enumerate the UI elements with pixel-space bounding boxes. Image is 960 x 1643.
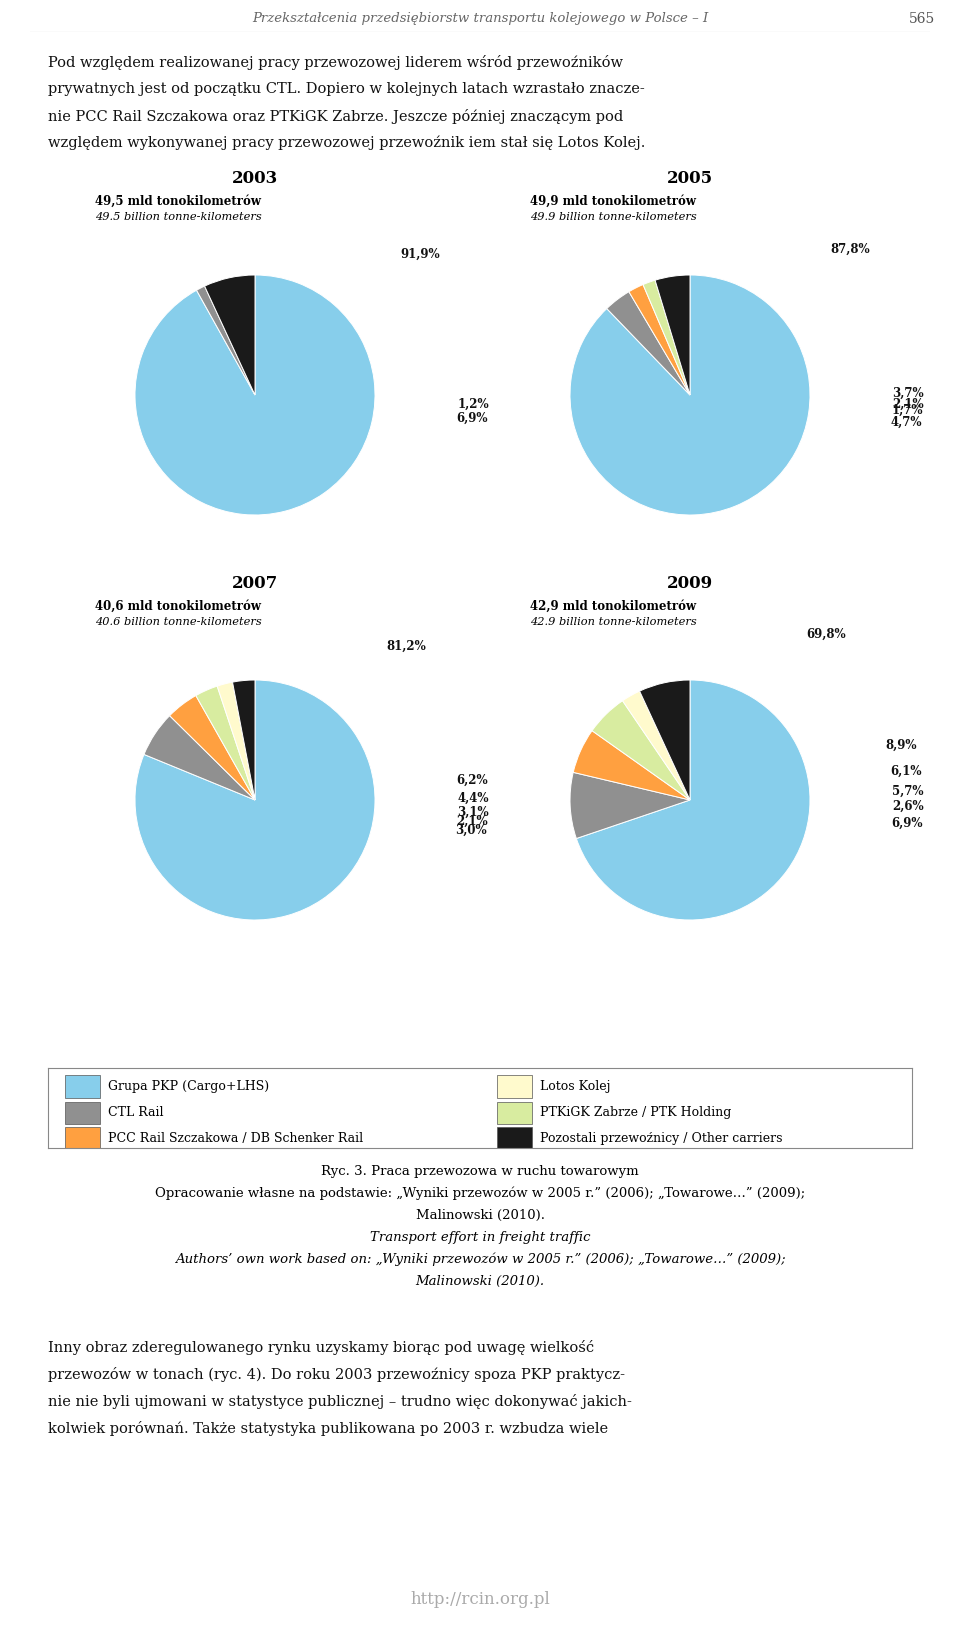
Text: prywatnych jest od początku CTL. Dopiero w kolejnych latach wzrastało znacze-: prywatnych jest od początku CTL. Dopiero… bbox=[48, 82, 645, 95]
Bar bbox=[497, 1075, 532, 1098]
Text: 2,1%: 2,1% bbox=[456, 815, 488, 828]
Bar bbox=[65, 1101, 100, 1124]
Wedge shape bbox=[135, 274, 375, 514]
Text: 2005: 2005 bbox=[667, 169, 713, 187]
Text: 3,7%: 3,7% bbox=[893, 388, 924, 401]
Text: 69,8%: 69,8% bbox=[805, 628, 846, 641]
Text: 6,9%: 6,9% bbox=[891, 817, 923, 830]
Text: 49,9 mld tonokilometrów: 49,9 mld tonokilometrów bbox=[530, 196, 696, 209]
Text: 2,1%: 2,1% bbox=[892, 398, 924, 411]
Text: względem wykonywanej pracy przewozowej przewoźnik iem stał się Lotos Kolej.: względem wykonywanej pracy przewozowej p… bbox=[48, 136, 645, 151]
Text: 5,7%: 5,7% bbox=[893, 785, 924, 798]
Wedge shape bbox=[570, 772, 690, 838]
Wedge shape bbox=[573, 731, 690, 800]
Text: przewozów w tonach (ryc. 4). Do roku 2003 przewoźnicy spoza PKP praktycz-: przewozów w tonach (ryc. 4). Do roku 200… bbox=[48, 1367, 625, 1382]
Wedge shape bbox=[576, 680, 810, 920]
Text: Malinowski (2010).: Malinowski (2010). bbox=[416, 1209, 544, 1222]
Bar bbox=[65, 1127, 100, 1150]
Bar bbox=[65, 1075, 100, 1098]
Text: 6,2%: 6,2% bbox=[457, 774, 488, 787]
Text: kolwiek porównań. Także statystyka publikowana po 2003 r. wzbudza wiele: kolwiek porównań. Także statystyka publi… bbox=[48, 1421, 608, 1436]
Text: Transport effort in freight traffic: Transport effort in freight traffic bbox=[370, 1231, 590, 1244]
Wedge shape bbox=[232, 680, 255, 800]
Text: Grupa PKP (Cargo+LHS): Grupa PKP (Cargo+LHS) bbox=[108, 1079, 270, 1093]
Text: Przekształcenia przedsiębiorstw transportu kolejowego w Polsce – I: Przekształcenia przedsiębiorstw transpor… bbox=[252, 12, 708, 25]
Text: http://rcin.org.pl: http://rcin.org.pl bbox=[410, 1592, 550, 1608]
Text: Pozostali przewoźnicy / Other carriers: Pozostali przewoźnicy / Other carriers bbox=[540, 1132, 783, 1145]
Text: 3,0%: 3,0% bbox=[455, 823, 487, 836]
Text: Inny obraz zderegulowanego rynku uzyskamy biorąc pod uwagę wielkość: Inny obraz zderegulowanego rynku uzyskam… bbox=[48, 1341, 594, 1355]
Bar bbox=[497, 1101, 532, 1124]
Text: 565: 565 bbox=[909, 12, 935, 26]
Text: Pod względem realizowanej pracy przewozowej liderem wśród przewoźników: Pod względem realizowanej pracy przewozo… bbox=[48, 54, 623, 71]
Text: Authors’ own work based on: „Wyniki przewozów w 2005 r.” (2006); „Towarowe…” (20: Authors’ own work based on: „Wyniki prze… bbox=[175, 1254, 785, 1267]
Wedge shape bbox=[622, 692, 690, 800]
Text: PCC Rail Szczakowa / DB Schenker Rail: PCC Rail Szczakowa / DB Schenker Rail bbox=[108, 1132, 364, 1145]
Text: 1,7%: 1,7% bbox=[892, 404, 924, 417]
Wedge shape bbox=[217, 682, 255, 800]
Text: Opracowanie własne na podstawie: „Wyniki przewozów w 2005 r.” (2006); „Towarowe…: Opracowanie własne na podstawie: „Wyniki… bbox=[155, 1186, 805, 1201]
Wedge shape bbox=[204, 274, 255, 394]
Wedge shape bbox=[570, 274, 810, 514]
Text: 49,5 mld tonokilometrów: 49,5 mld tonokilometrów bbox=[95, 196, 261, 209]
Text: 81,2%: 81,2% bbox=[387, 639, 426, 652]
Text: 91,9%: 91,9% bbox=[400, 248, 441, 261]
Wedge shape bbox=[197, 286, 255, 394]
Text: nie nie byli ujmowani w statystyce publicznej – trudno więc dokonywać jakich-: nie nie byli ujmowani w statystyce publi… bbox=[48, 1393, 632, 1410]
Text: Ryc. 3. Praca przewozowa w ruchu towarowym: Ryc. 3. Praca przewozowa w ruchu towarow… bbox=[322, 1165, 638, 1178]
Wedge shape bbox=[144, 716, 255, 800]
Text: 42,9 mld tonokilometrów: 42,9 mld tonokilometrów bbox=[530, 600, 696, 613]
Text: 2007: 2007 bbox=[232, 575, 278, 591]
Wedge shape bbox=[655, 274, 690, 394]
Text: Malinowski (2010).: Malinowski (2010). bbox=[416, 1275, 544, 1288]
Wedge shape bbox=[607, 292, 690, 394]
Text: 4,4%: 4,4% bbox=[458, 792, 489, 805]
Text: 8,9%: 8,9% bbox=[885, 739, 917, 751]
Text: CTL Rail: CTL Rail bbox=[108, 1106, 164, 1119]
Text: 6,9%: 6,9% bbox=[456, 412, 488, 424]
Text: 40,6 mld tonokilometrów: 40,6 mld tonokilometrów bbox=[95, 600, 261, 613]
Text: 1,2%: 1,2% bbox=[457, 398, 489, 411]
Text: 6,1%: 6,1% bbox=[891, 764, 922, 777]
Text: 40.6 billion tonne-kilometers: 40.6 billion tonne-kilometers bbox=[95, 618, 262, 628]
Text: 49.5 billion tonne-kilometers: 49.5 billion tonne-kilometers bbox=[95, 212, 262, 222]
Text: 87,8%: 87,8% bbox=[830, 243, 870, 256]
Wedge shape bbox=[643, 281, 690, 394]
Text: 49.9 billion tonne-kilometers: 49.9 billion tonne-kilometers bbox=[530, 212, 697, 222]
Text: 2003: 2003 bbox=[232, 169, 278, 187]
Bar bbox=[497, 1127, 532, 1150]
Wedge shape bbox=[196, 687, 255, 800]
Text: 4,7%: 4,7% bbox=[891, 416, 923, 429]
Text: 2009: 2009 bbox=[667, 575, 713, 591]
Text: 3,1%: 3,1% bbox=[457, 805, 489, 818]
Text: Lotos Kolej: Lotos Kolej bbox=[540, 1079, 611, 1093]
Text: 2,6%: 2,6% bbox=[893, 800, 924, 813]
Wedge shape bbox=[629, 284, 690, 394]
Wedge shape bbox=[639, 680, 690, 800]
Wedge shape bbox=[592, 702, 690, 800]
Text: PTKiGK Zabrze / PTK Holding: PTKiGK Zabrze / PTK Holding bbox=[540, 1106, 732, 1119]
Wedge shape bbox=[170, 695, 255, 800]
Wedge shape bbox=[135, 680, 375, 920]
Text: nie PCC Rail Szczakowa oraz PTKiGK Zabrze. Jeszcze później znaczącym pod: nie PCC Rail Szczakowa oraz PTKiGK Zabrz… bbox=[48, 108, 623, 123]
Text: 42.9 billion tonne-kilometers: 42.9 billion tonne-kilometers bbox=[530, 618, 697, 628]
